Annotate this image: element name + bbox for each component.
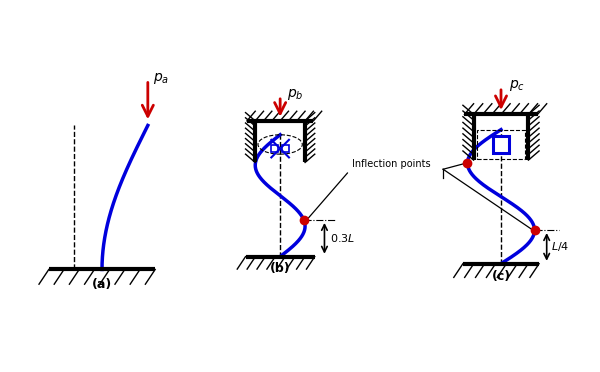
Text: $p_c$: $p_c$ (509, 78, 525, 93)
Bar (271, 145, 278, 152)
Text: Inflection points: Inflection points (352, 159, 431, 169)
Text: $0.3L$: $0.3L$ (330, 232, 355, 244)
Bar (493, 137, 509, 153)
Text: $p_b$: $p_b$ (287, 87, 304, 102)
Text: $p_a$: $p_a$ (153, 71, 169, 86)
Text: (a): (a) (92, 278, 112, 291)
Bar (478, 131, 524, 159)
Text: (b): (b) (270, 262, 290, 275)
Text: (c): (c) (491, 270, 511, 283)
Text: $L/4$: $L/4$ (551, 240, 569, 253)
Bar (282, 145, 289, 152)
